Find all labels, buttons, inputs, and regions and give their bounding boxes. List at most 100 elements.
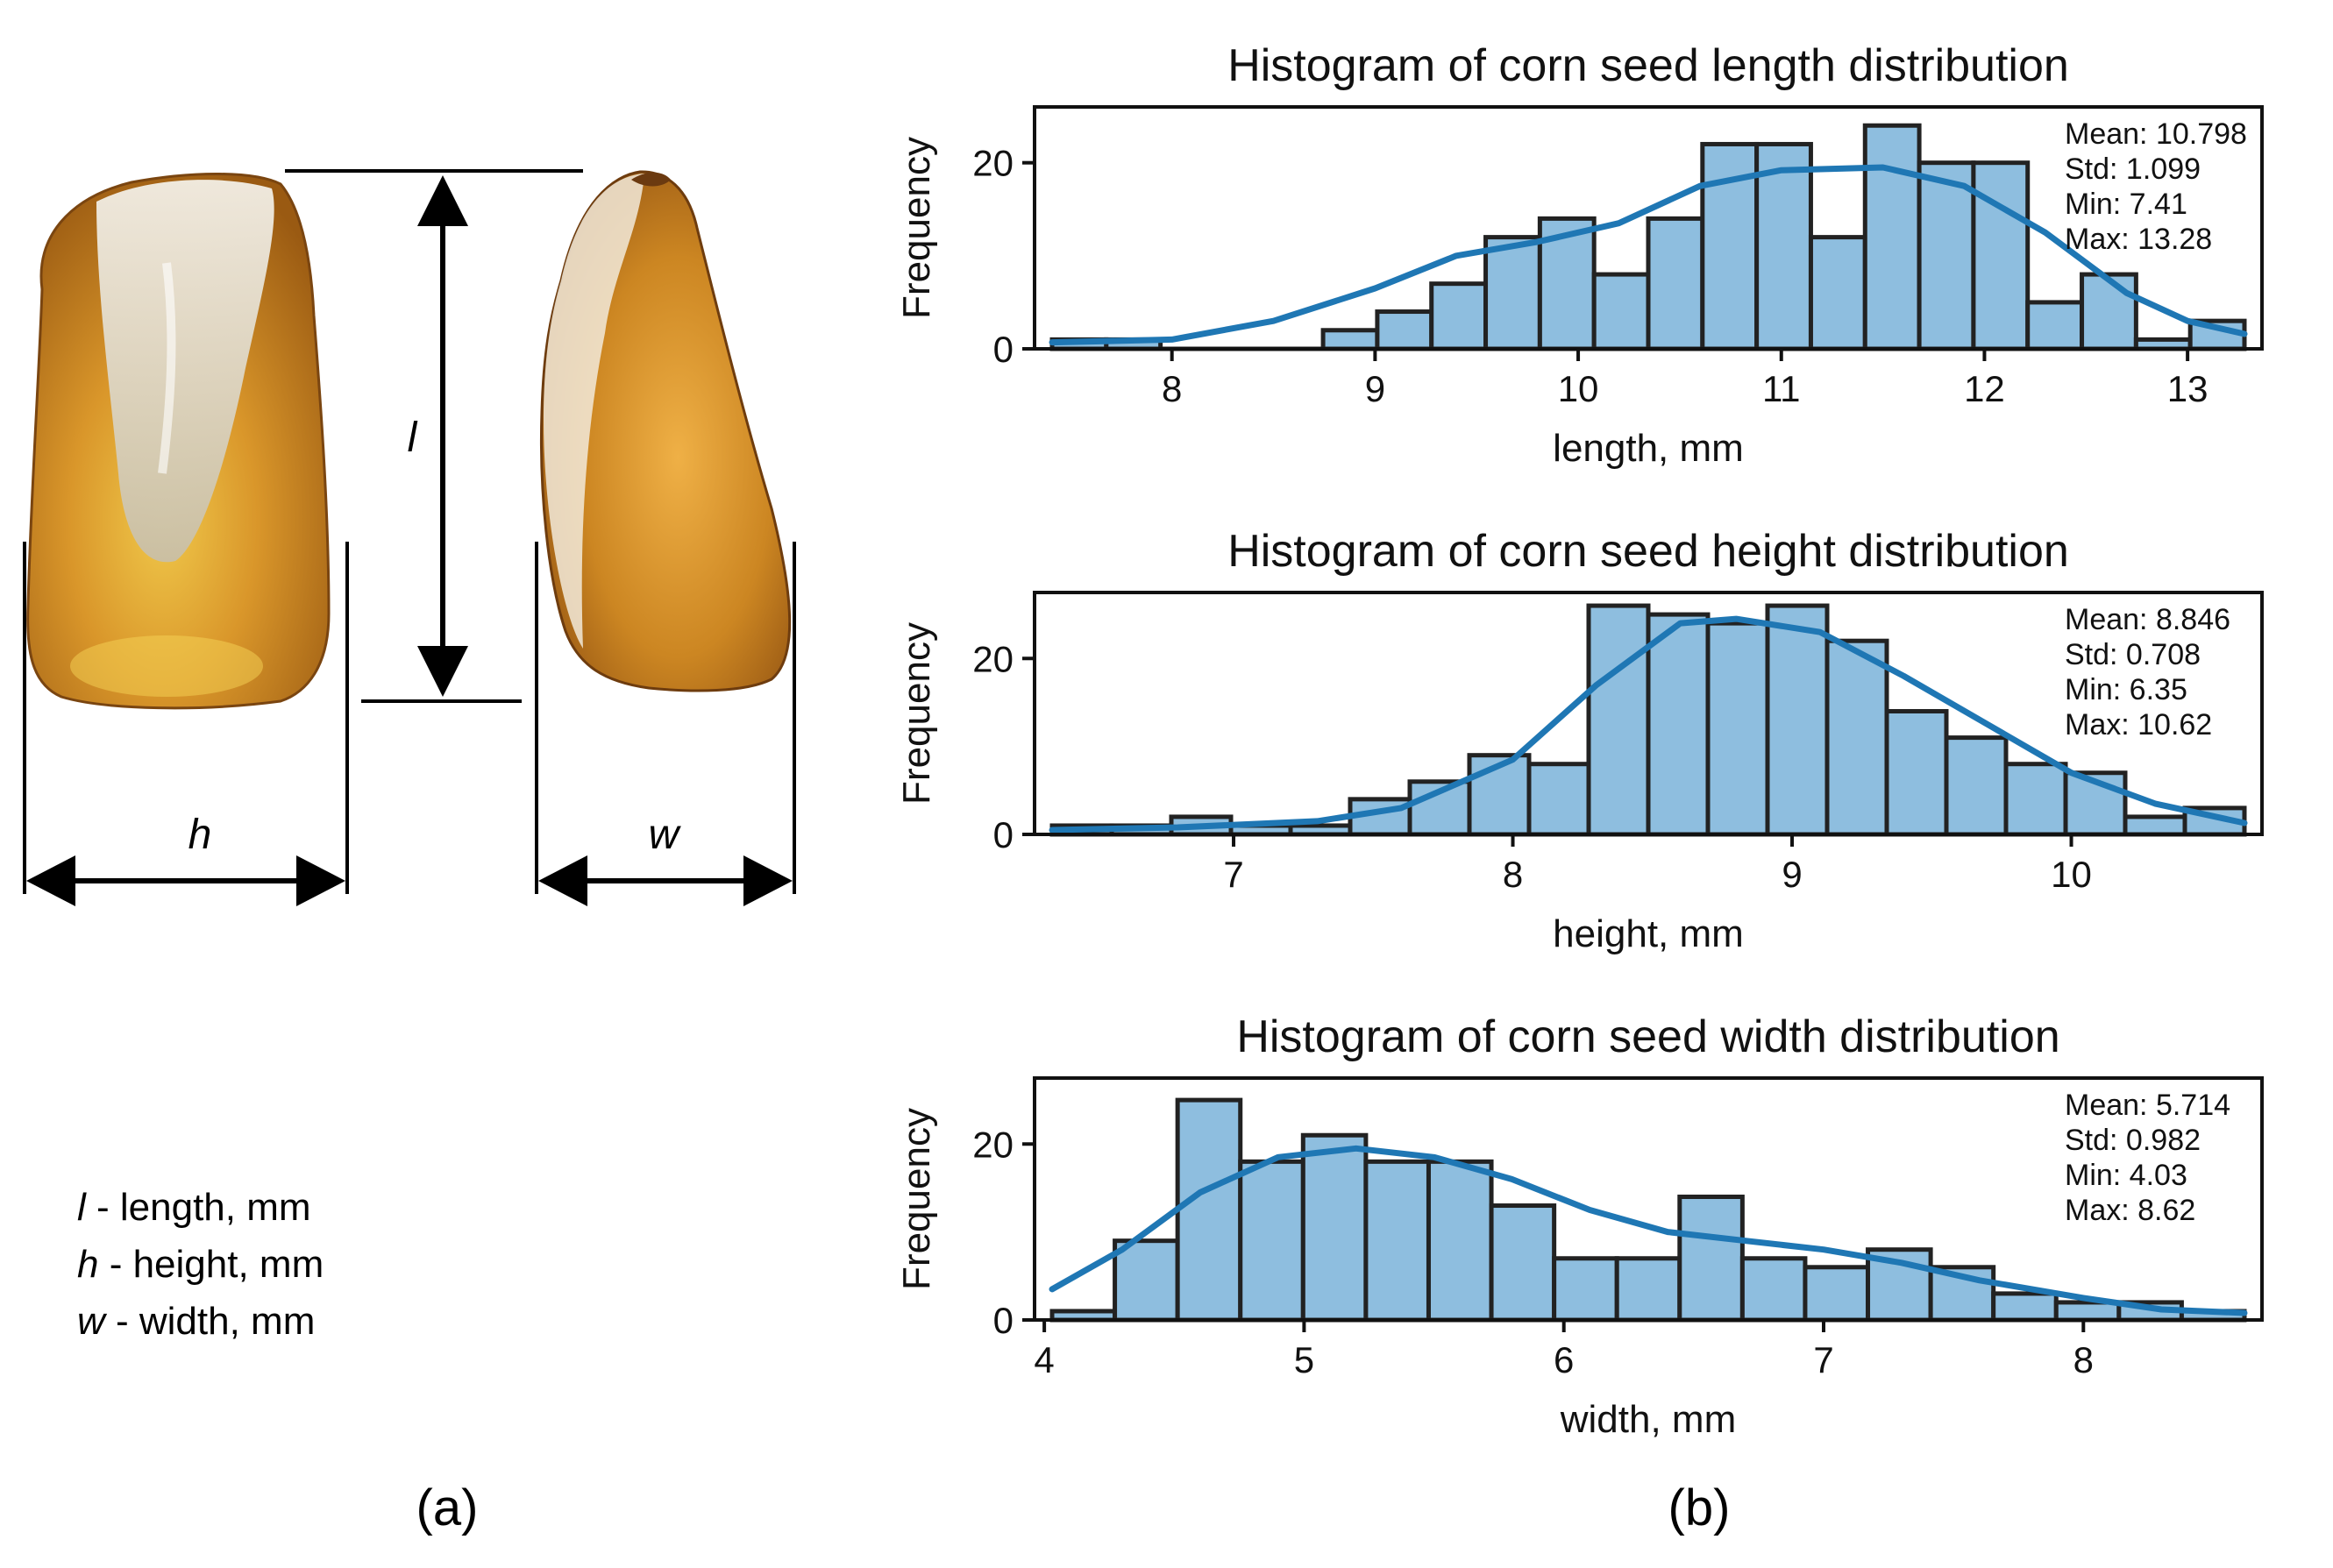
width-xtick-label-3: 7 [1813,1339,1833,1380]
height-xtick-label-2: 9 [1782,854,1802,895]
width-ytick-label-0: 0 [993,1300,1014,1341]
length-bar-5 [1320,328,1380,351]
height-bar-10 [1646,612,1711,837]
length-bar-16 [1917,160,1976,351]
height-bar-14 [1884,708,1949,837]
length-ytick-label-1: 20 [972,143,1014,184]
length-dimension-label: l [408,415,418,461]
width-bar-2 [1175,1097,1243,1323]
length-bar-19 [2080,272,2138,351]
width-xtick-label-0: 4 [1034,1339,1054,1380]
length-stats-line-1: Std: 1.099 [2065,153,2201,186]
width-bar-7 [1489,1203,1557,1323]
height-arrow-left-icon [26,855,75,906]
height-ytick-label-0: 0 [993,814,1014,855]
width-stats-line-0: Mean: 5.714 [2065,1089,2230,1122]
width-stats-line-1: Std: 0.982 [2065,1124,2201,1157]
height-stats-line-3: Max: 10.62 [2065,708,2212,741]
length-histogram: Histogram of corn seed length distributi… [895,40,2264,470]
length-bar-10 [1591,272,1651,351]
height-bar-9 [1586,603,1651,837]
width-bar-6 [1426,1159,1494,1323]
legend-height-symbol: h [77,1243,98,1286]
width-y-axis-label: Frequency [895,1108,938,1290]
width-bar-15 [1991,1291,2059,1323]
height-bar-13 [1824,638,1889,837]
length-xtick-label-5: 13 [2167,368,2209,409]
histogram-charts: Histogram of corn seed length distributi… [895,40,2264,1441]
height-chart-title: Histogram of corn seed height distributi… [1227,526,2069,577]
length-ytick-label-0: 0 [993,329,1014,370]
legend-height: h - height, mm [77,1243,324,1286]
height-stats-line-2: Min: 6.35 [2065,673,2187,706]
width-arrow-left-icon [538,855,587,906]
width-xtick-label-2: 6 [1554,1339,1574,1380]
panel-b: Histogram of corn seed length distributi… [895,40,2264,1536]
width-bar-3 [1238,1159,1305,1323]
length-bar-15 [1862,123,1922,351]
width-axes-frame [1033,1076,2264,1322]
width-bar-9 [1614,1256,1682,1323]
length-arrow-down-icon [417,646,468,697]
height-x-axis-label: height, mm [1553,912,1744,955]
height-histogram: Histogram of corn seed height distributi… [895,526,2264,955]
corn-seed-front-image [26,173,331,710]
legend-height-text: - height, mm [98,1243,324,1286]
height-xtick-label-3: 10 [2051,854,2092,895]
length-xtick-label-0: 8 [1162,368,1182,409]
length-bar-14 [1808,235,1867,351]
legend-width-text: - width, mm [105,1300,316,1343]
legend-length-text: - length, mm [86,1186,311,1229]
length-bar-7 [1429,281,1489,351]
legend-width-symbol: w [77,1300,108,1343]
length-chart-title: Histogram of corn seed length distributi… [1227,40,2069,91]
legend-width: w - width, mm [77,1300,315,1343]
length-xtick-label-3: 11 [1762,368,1801,409]
height-arrow-right-icon [296,855,345,906]
width-bar-8 [1552,1256,1619,1323]
width-dimension-label: w [649,812,682,858]
width-stats-line-3: Max: 8.62 [2065,1194,2195,1227]
legend-length: l - length, mm [77,1186,311,1229]
width-kde-line [1049,1145,2248,1316]
length-bar-18 [2025,300,2085,351]
width-bar-1 [1113,1238,1180,1323]
height-stats-line-0: Mean: 8.846 [2065,603,2230,636]
panel-a-caption: (a) [416,1479,479,1536]
height-ytick-label-1: 20 [972,638,1014,679]
length-arrow-up-icon [417,175,468,226]
panel-a: l h w l - length, mm h - height, mm w - … [23,169,796,1536]
length-bar-8 [1483,235,1542,351]
length-stats-line-3: Max: 13.28 [2065,223,2212,256]
width-bar-16 [2053,1300,2122,1323]
height-bar-11 [1705,621,1770,837]
width-bar-4 [1300,1132,1369,1323]
length-bar-17 [1971,160,2031,351]
height-axes-frame [1033,591,2264,836]
height-xtick-label-0: 7 [1223,854,1243,895]
height-kde-line [1049,615,2248,834]
length-bar-11 [1646,216,1705,351]
width-ytick-label-1: 20 [972,1124,1014,1165]
width-bar-10 [1677,1194,1745,1323]
length-xtick-label-4: 12 [1964,368,2005,409]
length-axes-frame [1033,105,2264,351]
corn-seed-side-image [539,170,792,692]
width-arrow-right-icon [743,855,793,906]
height-bar-15 [1944,735,2009,837]
width-stats-line-2: Min: 4.03 [2065,1159,2187,1192]
length-xtick-label-2: 10 [1558,368,1599,409]
legend-length-symbol: l [77,1186,87,1229]
panel-b-caption: (b) [1668,1479,1731,1536]
width-chart-title: Histogram of corn seed width distributio… [1236,1011,2059,1062]
length-xtick-label-1: 9 [1365,368,1385,409]
width-histogram: Histogram of corn seed width distributio… [895,1011,2264,1441]
height-bar-8 [1526,762,1591,837]
height-y-axis-label: Frequency [895,622,938,805]
height-bar-16 [2003,762,2068,837]
width-bar-11 [1739,1256,1808,1323]
width-xtick-label-1: 5 [1294,1339,1314,1380]
width-xtick-label-4: 8 [2073,1339,2094,1380]
length-y-axis-label: Frequency [895,137,938,319]
